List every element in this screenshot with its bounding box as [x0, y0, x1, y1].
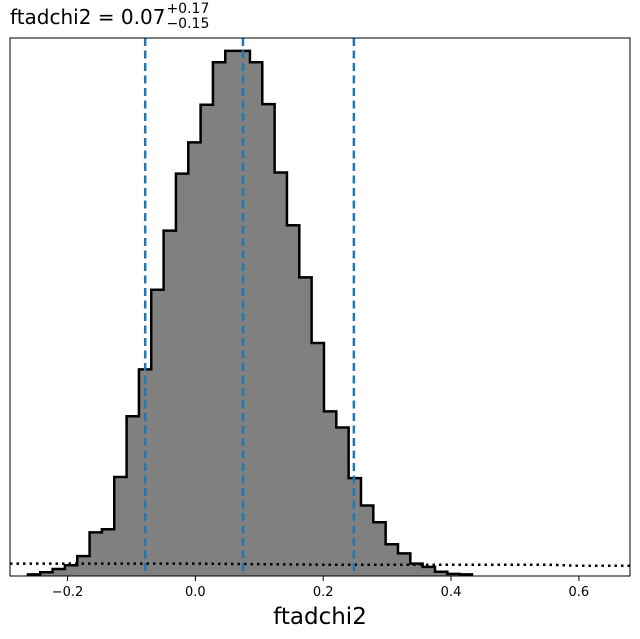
histogram-bar: [262, 104, 276, 576]
histogram-bar: [397, 553, 411, 576]
histogram-bar: [188, 142, 202, 576]
histogram-bar: [64, 565, 78, 576]
x-axis-label: ftadchi2: [273, 604, 367, 630]
histogram-bar: [286, 225, 300, 576]
histogram-bar: [336, 427, 350, 576]
histogram-bar: [52, 569, 66, 576]
title-lower-error: −0.15: [166, 16, 209, 32]
histogram-bar: [126, 416, 140, 576]
histogram-bar: [360, 505, 374, 576]
histogram-bar: [225, 50, 239, 577]
histogram-bar: [89, 532, 103, 576]
histogram-bars: [27, 50, 473, 577]
histogram-bar: [114, 477, 127, 576]
histogram-bar: [40, 572, 53, 576]
histogram-bar: [274, 172, 288, 576]
chart-title: ftadchi2 = 0.07: [10, 5, 165, 29]
plot-area: [10, 38, 630, 577]
title-median: 0.07: [121, 5, 166, 29]
histogram-bar: [138, 369, 152, 576]
histogram-bar: [410, 563, 424, 576]
histogram-bar: [151, 289, 164, 576]
title-equals: =: [91, 5, 120, 29]
histogram-bar: [385, 544, 399, 576]
axes-frame: [9, 37, 631, 577]
x-axis-ticks: −0.2 0.0 0.2 0.4 0.6: [52, 576, 589, 600]
histogram-bar: [373, 522, 387, 576]
x-tick-label: 0.6: [569, 585, 590, 600]
histogram-bar: [163, 230, 177, 576]
title-upper-error: +0.17: [166, 1, 209, 17]
histogram-bar: [200, 104, 214, 576]
x-tick-label: 0.4: [441, 585, 462, 600]
x-tick-label: −0.2: [52, 585, 84, 600]
histogram-bar: [299, 277, 313, 576]
histogram-bar: [101, 529, 115, 576]
histogram-bar: [212, 62, 226, 576]
histogram-bar: [434, 571, 448, 576]
histogram-outline: [26, 49, 474, 576]
title-parameter: ftadchi2: [10, 5, 91, 29]
x-tick-label: 0.2: [313, 585, 334, 600]
histogram-bar: [422, 566, 436, 576]
histogram-bar: [77, 556, 90, 576]
histogram-bar: [175, 173, 189, 577]
histogram-bar: [249, 62, 263, 576]
histogram-bar: [323, 411, 337, 576]
x-tick-label: 0.0: [185, 585, 206, 600]
histogram-bar: [311, 343, 325, 576]
